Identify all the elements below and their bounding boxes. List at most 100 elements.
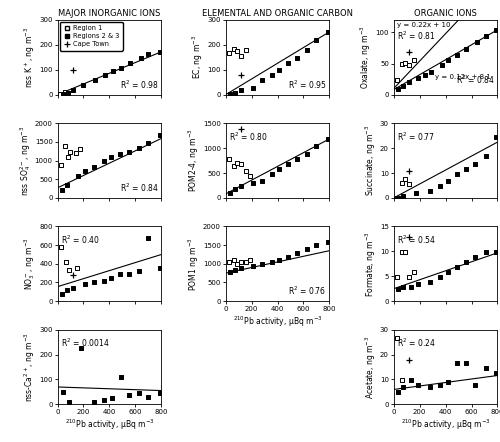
Point: [58, 187, 66, 194]
Y-axis label: nss-Ca$^{2+}$, ng m$^{-3}$: nss-Ca$^{2+}$, ng m$^{-3}$: [22, 332, 37, 402]
Point: [394, 194, 402, 202]
Point: [428, 68, 436, 75]
Point: [438, 62, 446, 69]
Point: [135, 145, 143, 152]
Point: [144, 139, 152, 146]
Point: [444, 57, 452, 64]
Text: R$^2$ = 0.84: R$^2$ = 0.84: [120, 182, 158, 194]
Point: [312, 142, 320, 149]
Point: [324, 135, 332, 142]
Point: [91, 76, 99, 83]
Point: [156, 264, 164, 271]
Point: [230, 163, 238, 170]
Point: [106, 274, 114, 282]
Point: [234, 261, 241, 268]
X-axis label: $^{210}$Pb activity, μBq m$^{-3}$: $^{210}$Pb activity, μBq m$^{-3}$: [64, 417, 154, 432]
Point: [492, 248, 500, 255]
Point: [304, 47, 312, 54]
Point: [492, 27, 500, 34]
X-axis label: $^{210}$Pb activity, μBq m$^{-3}$: $^{210}$Pb activity, μBq m$^{-3}$: [232, 314, 322, 328]
Point: [76, 145, 84, 152]
Point: [399, 83, 407, 90]
Point: [100, 278, 108, 285]
Point: [65, 398, 73, 405]
Y-axis label: Acetate, ng m$^{-3}$: Acetate, ng m$^{-3}$: [364, 335, 378, 399]
Point: [268, 259, 276, 266]
Point: [404, 62, 412, 69]
Text: R$^2$ = 0.84: R$^2$ = 0.84: [456, 73, 494, 86]
Point: [404, 274, 412, 281]
Point: [398, 249, 406, 256]
Point: [225, 49, 233, 56]
Point: [242, 259, 250, 266]
Point: [412, 190, 420, 197]
Point: [414, 74, 422, 81]
Point: [66, 148, 74, 155]
Point: [472, 381, 480, 389]
Point: [393, 194, 401, 202]
Point: [268, 170, 276, 177]
Point: [304, 150, 312, 157]
Y-axis label: NO$_3^-$, ng m$^{-3}$: NO$_3^-$, ng m$^{-3}$: [22, 237, 37, 290]
Point: [394, 86, 402, 93]
Point: [58, 91, 66, 98]
X-axis label: $^{210}$Pb activity, μBq m$^{-3}$: $^{210}$Pb activity, μBq m$^{-3}$: [401, 417, 490, 432]
Point: [284, 59, 292, 66]
Point: [249, 84, 257, 91]
Point: [226, 268, 234, 275]
Point: [402, 176, 409, 183]
Point: [126, 392, 134, 399]
Point: [293, 54, 301, 61]
Text: R$^2$ = 0.24: R$^2$ = 0.24: [397, 337, 435, 350]
Point: [406, 283, 414, 290]
Point: [399, 192, 407, 199]
Point: [58, 290, 66, 297]
Point: [65, 267, 73, 274]
Point: [293, 249, 301, 256]
Point: [242, 47, 250, 54]
Point: [454, 51, 462, 58]
Point: [398, 61, 406, 68]
Point: [80, 82, 88, 89]
Point: [304, 246, 312, 253]
Point: [156, 389, 164, 396]
Point: [472, 253, 480, 260]
Text: R$^2$ = 0.40: R$^2$ = 0.40: [60, 234, 100, 246]
Point: [249, 180, 257, 187]
Point: [90, 399, 98, 406]
Point: [225, 155, 233, 162]
Point: [100, 157, 108, 164]
Point: [62, 286, 70, 293]
Point: [236, 259, 244, 266]
Point: [398, 377, 406, 384]
Point: [426, 384, 434, 391]
Point: [482, 33, 490, 40]
Point: [293, 155, 301, 162]
Title: MAJOR INORGANIC IONS: MAJOR INORGANIC IONS: [58, 9, 160, 19]
Point: [237, 87, 245, 94]
Point: [230, 257, 238, 264]
Point: [242, 167, 250, 174]
Point: [312, 37, 320, 44]
Point: [116, 150, 124, 157]
Point: [230, 266, 238, 273]
Point: [258, 77, 266, 84]
Text: R$^2$ = 0.95: R$^2$ = 0.95: [288, 79, 327, 91]
Point: [462, 359, 469, 366]
Point: [126, 59, 134, 66]
Point: [462, 45, 470, 52]
Point: [78, 345, 86, 352]
Point: [410, 57, 418, 64]
Point: [230, 46, 238, 53]
Point: [492, 369, 500, 376]
Point: [236, 53, 244, 60]
Point: [69, 87, 77, 94]
Point: [64, 153, 72, 160]
Point: [125, 149, 133, 156]
Point: [492, 133, 500, 141]
Text: y = 0.12x + 8.1: y = 0.12x + 8.1: [435, 74, 491, 80]
Y-axis label: Formate, ng m$^{-3}$: Formate, ng m$^{-3}$: [364, 231, 378, 297]
Y-axis label: Oxalate, ng m$^{-3}$: Oxalate, ng m$^{-3}$: [359, 26, 374, 89]
Point: [74, 172, 82, 179]
Point: [436, 183, 444, 190]
